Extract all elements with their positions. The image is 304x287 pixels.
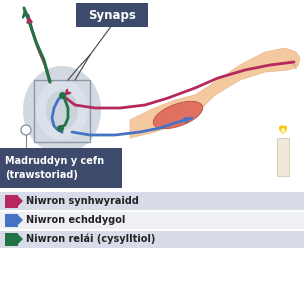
Polygon shape [279, 125, 287, 134]
Polygon shape [130, 48, 300, 138]
Polygon shape [281, 128, 285, 133]
Circle shape [21, 125, 31, 135]
FancyBboxPatch shape [5, 232, 18, 245]
FancyBboxPatch shape [76, 3, 148, 27]
FancyBboxPatch shape [5, 195, 18, 208]
Ellipse shape [36, 80, 88, 140]
Text: Niwron synhwyraidd: Niwron synhwyraidd [26, 196, 139, 206]
Ellipse shape [46, 90, 78, 130]
FancyBboxPatch shape [277, 138, 289, 176]
Polygon shape [18, 215, 23, 225]
FancyBboxPatch shape [0, 148, 122, 188]
Polygon shape [18, 196, 23, 206]
Text: Synaps: Synaps [88, 9, 136, 22]
Ellipse shape [153, 101, 203, 129]
Text: Madruddyn y cefn: Madruddyn y cefn [5, 156, 104, 166]
FancyBboxPatch shape [5, 214, 18, 226]
FancyBboxPatch shape [0, 211, 304, 229]
Text: Niwron echddygol: Niwron echddygol [26, 215, 125, 225]
FancyBboxPatch shape [0, 192, 304, 210]
Polygon shape [18, 234, 23, 244]
Ellipse shape [23, 66, 101, 154]
Text: Niwron relái (cysylltiol): Niwron relái (cysylltiol) [26, 234, 155, 244]
Text: (trawstoriad): (trawstoriad) [5, 170, 78, 180]
FancyBboxPatch shape [0, 230, 304, 248]
